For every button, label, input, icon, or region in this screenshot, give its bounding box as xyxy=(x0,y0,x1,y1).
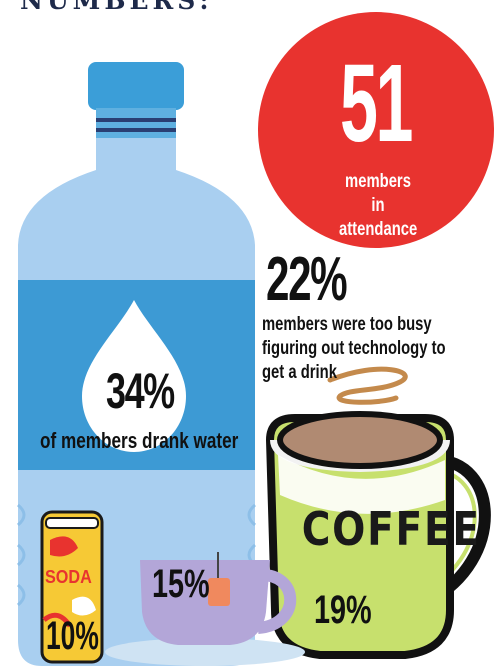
soda-word: SODA xyxy=(45,567,92,587)
coffee-mug-icon xyxy=(265,411,491,659)
attendance-number: 51 xyxy=(340,42,413,165)
water-drop-icon xyxy=(82,300,186,452)
coffee-word: COFFEE xyxy=(301,502,481,556)
water-label: of members drank water xyxy=(40,428,239,453)
tea-percent: 15% xyxy=(152,562,210,606)
soda-percent: 10% xyxy=(46,614,99,658)
busy-percent: 22% xyxy=(266,245,348,314)
soda-can-icon xyxy=(40,510,104,664)
busy-label: members were too busy figuring out techn… xyxy=(262,314,446,383)
attendance-label: members in attendance xyxy=(339,171,418,240)
attendance-circle xyxy=(258,12,494,248)
tea-cup-icon xyxy=(105,552,305,666)
page-title: NUMBERS: xyxy=(20,0,213,15)
coffee-percent: 19% xyxy=(314,588,372,632)
steam-icon xyxy=(327,366,408,405)
water-percent: 34% xyxy=(106,363,175,419)
